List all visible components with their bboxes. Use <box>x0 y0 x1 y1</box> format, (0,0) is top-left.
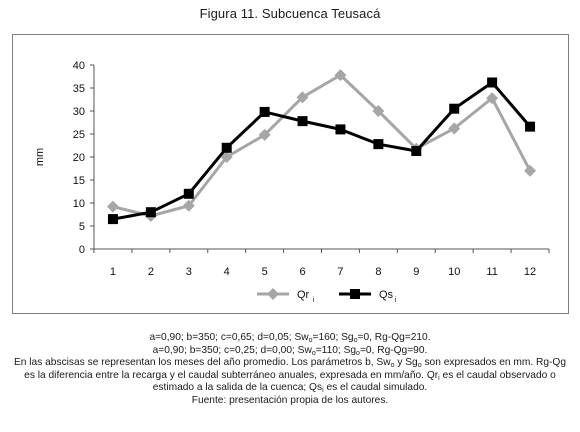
legend-label-qs: Qs <box>379 289 394 301</box>
data-point-qs <box>145 207 156 218</box>
data-point-qr <box>334 69 347 82</box>
y-tick-label: 35 <box>73 83 85 95</box>
x-tick-label: 4 <box>224 266 230 278</box>
x-tick-label: 1 <box>110 266 116 278</box>
data-point-qs <box>221 142 232 153</box>
data-point-qr <box>524 164 537 177</box>
data-point-qs <box>449 103 460 114</box>
y-tick-label: 25 <box>73 129 85 141</box>
legend-label-sub-qr: i <box>313 297 315 304</box>
y-tick-label: 10 <box>73 198 85 210</box>
caption-line-1: a=0,90; b=350; c=0,65; d=0,05; Swo=160; … <box>149 332 431 344</box>
series-line-qr <box>112 73 532 218</box>
data-point-qr <box>448 122 461 135</box>
y-tick-label: 0 <box>79 244 85 256</box>
y-tick-label: 40 <box>73 60 85 72</box>
caption-line-3: En las abscisas se representan los meses… <box>14 357 566 370</box>
chart-frame: 0 5 10 15 20 25 30 35 40 1 2 3 4 5 6 7 8 9 10 11 12 mm Qr i Qs i <box>12 34 569 314</box>
x-tick-label: 10 <box>448 266 460 278</box>
data-point-qr <box>372 105 385 117</box>
data-point-qs <box>297 116 308 127</box>
data-point-qr <box>106 200 119 213</box>
data-point-qs <box>335 124 346 135</box>
data-point-qs <box>487 77 498 88</box>
data-point-qr <box>220 151 233 163</box>
data-point-qs <box>525 121 536 132</box>
data-point-qr <box>486 92 499 105</box>
x-tick-label: 8 <box>375 266 381 278</box>
caption-line-2: a=0,90; b=350; c=0,25; d=0,00; Swo=110; … <box>152 344 428 357</box>
data-point-qs <box>107 214 118 225</box>
caption-line-4: es la diferencia entre la recarga y el c… <box>24 369 556 382</box>
data-point-qr <box>296 91 309 104</box>
data-point-qs <box>183 188 194 199</box>
x-tick-label: 12 <box>524 266 536 278</box>
x-tick-label: 6 <box>299 266 305 278</box>
data-point-qr <box>258 128 271 141</box>
legend-marker-qs <box>350 289 360 299</box>
data-point-qr <box>182 199 195 212</box>
x-tick-label: 11 <box>486 266 497 278</box>
caption-source: Fuente: presentación propia de los autor… <box>191 394 389 406</box>
series-line-qs <box>112 80 532 221</box>
x-tick-label: 3 <box>186 266 192 278</box>
caption-line-5: estimado a la salida de la cuenca; Qsi e… <box>152 382 428 395</box>
y-tick-label: 5 <box>79 221 85 233</box>
data-point-qs <box>373 139 384 150</box>
y-tick-label: 20 <box>73 152 85 164</box>
figure-caption: a=0,90; b=350; c=0,65; d=0,05; Swo=160; … <box>4 332 576 408</box>
x-tick-label: 7 <box>337 266 343 278</box>
y-tick-label: 30 <box>73 106 85 118</box>
y-tick-label: 15 <box>73 175 85 187</box>
data-point-qs <box>411 146 422 157</box>
data-point-qs <box>259 106 270 117</box>
x-tick-label: 5 <box>262 266 268 278</box>
figure-title: Figura 11. Subcuenca Teusacá <box>199 6 381 21</box>
legend-label-qr: Qr <box>297 289 310 301</box>
legend-marker-qr <box>267 288 279 300</box>
x-tick-label: 9 <box>413 266 419 278</box>
y-axis-label: mm <box>34 148 46 166</box>
legend-label-sub-qs: i <box>395 297 397 304</box>
x-tick-label: 2 <box>148 266 154 278</box>
